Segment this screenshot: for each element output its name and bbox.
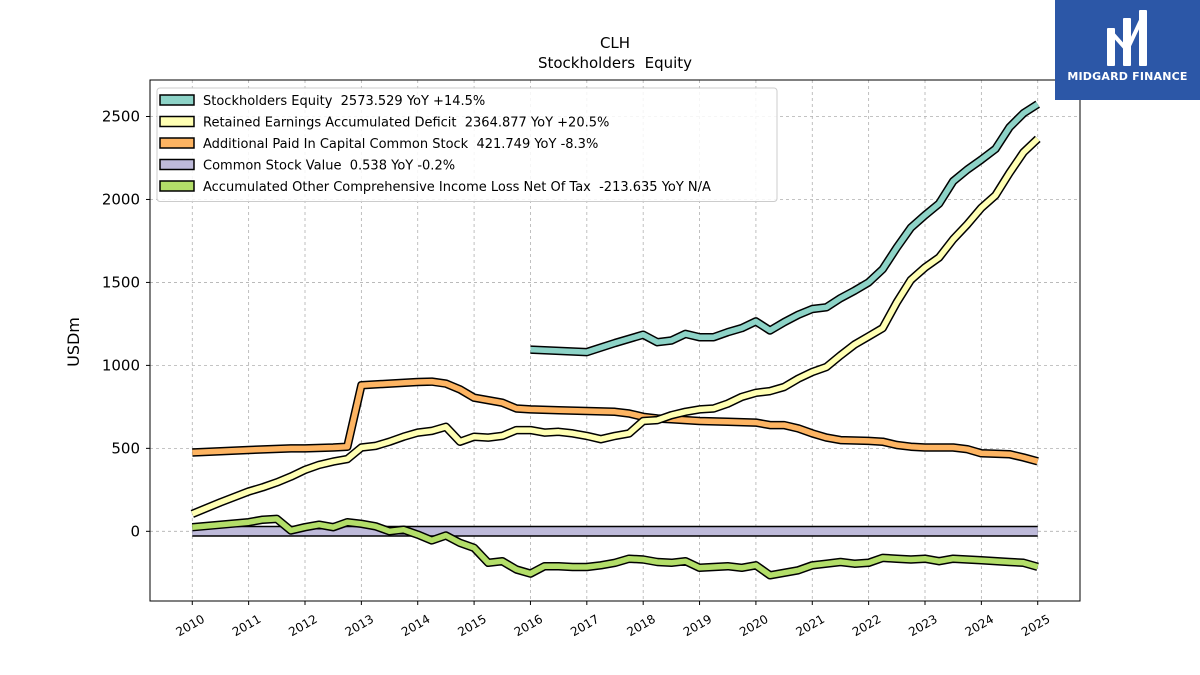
y-tick-label: 2500 [102,108,140,126]
x-tick-label: 2011 [230,612,263,639]
x-tick-label: 2019 [681,612,714,639]
x-tick-label: 2018 [624,612,657,639]
x-tick-label: 2023 [906,612,939,639]
x-tick-label: 2012 [286,612,319,639]
x-tick-label: 2013 [343,612,376,639]
y-tick-label: 0 [130,522,140,540]
legend-label: Retained Earnings Accumulated Deficit 23… [203,116,609,131]
series-line [192,378,1039,464]
legend-label: Additional Paid In Capital Common Stock … [203,137,598,152]
x-tick-label: 2017 [568,612,601,639]
series-line [530,101,1040,355]
x-tick-label: 2015 [455,612,488,639]
chart-subtitle: Stockholders Equity [538,54,692,72]
midgard-finance-logo: MIDGARD FINANCE [1055,0,1200,100]
plot-frame [149,79,1081,602]
legend-label: Common Stock Value 0.538 YoY -0.2% [203,159,455,174]
legend-swatch [159,180,195,192]
legend-swatch [159,158,195,171]
x-tick-label: 2024 [963,612,996,639]
midgard-logo-icon [1107,10,1147,66]
legend-swatch [159,137,195,149]
legend-swatch [159,94,195,106]
legend: Stockholders Equity 2573.529 YoY +14.5% R… [156,87,778,202]
x-tick-label: 2016 [512,612,545,639]
x-tick-label: 2021 [794,612,827,639]
legend-box [156,87,778,202]
legend-label: Stockholders Equity 2573.529 YoY +14.5% [203,94,485,109]
y-tick-label: 500 [111,439,140,457]
x-tick-label: 2022 [850,612,883,639]
series-line [191,136,1040,517]
series-lines [190,100,1041,580]
y-tick-label: 1500 [102,273,140,291]
legend-swatch [159,115,195,128]
x-tick-label: 2020 [737,612,770,639]
y-axis-label: USDm [64,317,83,367]
y-tick-label: 2000 [102,190,140,208]
x-tick-label: 2014 [399,612,432,639]
logo-text: MIDGARD FINANCE [1067,70,1188,83]
x-tick-label: 2010 [174,612,207,639]
legend-label: Accumulated Other Comprehensive Income L… [203,180,711,195]
x-tick-label: 2025 [1019,612,1052,639]
chart-title: CLH [600,34,630,52]
series-line [192,516,1039,579]
y-tick-label: 1000 [102,356,140,374]
